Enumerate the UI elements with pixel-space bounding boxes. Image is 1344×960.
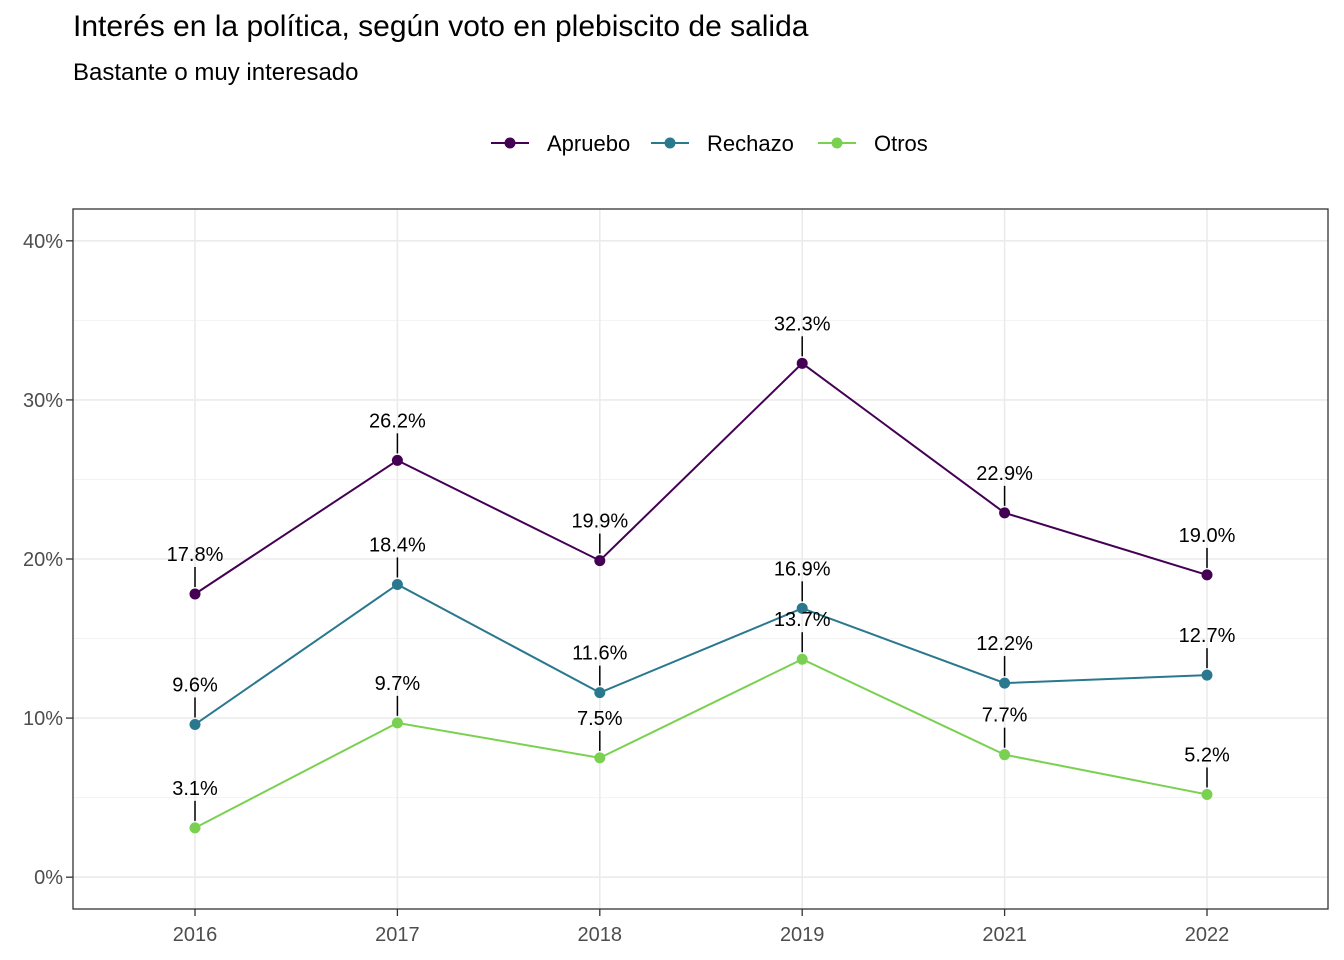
data-label-apruebo: 26.2% (369, 410, 426, 432)
x-tick-label: 2019 (780, 924, 825, 946)
data-label-rechazo: 16.9% (774, 558, 831, 580)
data-point-rechazo (999, 677, 1011, 689)
x-tick-label: 2017 (375, 924, 420, 946)
data-label-otros: 9.7% (375, 673, 421, 695)
y-tick-label: 40% (23, 231, 63, 253)
data-label-apruebo: 19.9% (571, 511, 628, 533)
data-point-apruebo (189, 588, 201, 600)
data-label-rechazo: 11.6% (572, 643, 627, 665)
series-line-otros (194, 658, 1208, 829)
data-point-apruebo (999, 507, 1011, 519)
data-label-otros: 7.7% (982, 705, 1028, 727)
x-tick-label: 2021 (982, 924, 1027, 946)
legend-label-otros: Otros (874, 131, 928, 156)
data-point-otros (796, 653, 808, 665)
series-points (189, 357, 1213, 834)
data-point-otros (594, 752, 606, 764)
data-labels: 17.8% 26.2% 19.9% 32.3% 22.9% 19.0% 9.6% 18.4% 1… (167, 313, 1236, 800)
legend-key-point-apruebo (504, 137, 516, 149)
data-label-rechazo: 9.6% (172, 674, 218, 696)
legend-label-rechazo: Rechazo (707, 131, 794, 156)
data-point-rechazo (189, 718, 201, 730)
data-label-otros: 5.2% (1184, 744, 1230, 766)
legend-key-point-otros (831, 137, 843, 149)
data-label-otros: 7.5% (577, 708, 623, 730)
grid-minor (73, 319, 1328, 799)
data-point-apruebo (796, 357, 808, 369)
data-point-rechazo (391, 578, 403, 590)
y-tick-label: 20% (23, 549, 63, 571)
series-lines (194, 362, 1208, 829)
series-line-apruebo (194, 362, 1208, 595)
data-label-rechazo: 18.4% (369, 534, 426, 556)
data-point-apruebo (1201, 569, 1213, 581)
chart-subtitle: Bastante o muy interesado (73, 59, 359, 86)
x-tick-label: 2018 (578, 924, 623, 946)
data-label-rechazo: 12.7% (1179, 625, 1236, 647)
data-point-apruebo (391, 454, 403, 466)
y-axis: 0% 10% 20% 30% 40% (23, 231, 73, 889)
x-tick-label: 2022 (1185, 924, 1230, 946)
legend-label-apruebo: Apruebo (547, 131, 630, 156)
x-tick-label: 2016 (173, 924, 218, 946)
series-line-rechazo (194, 583, 1208, 726)
y-tick-label: 10% (23, 708, 63, 730)
chart-title: Interés en la política, según voto en pl… (73, 10, 809, 43)
data-point-otros (999, 749, 1011, 761)
label-segments (194, 336, 1208, 821)
data-label-apruebo: 22.9% (976, 463, 1033, 485)
grid-major (73, 209, 1328, 909)
data-point-otros (391, 717, 403, 729)
legend: Apruebo Rechazo Otros (491, 131, 928, 156)
x-axis: 2016 2017 2018 2019 2021 2022 (173, 909, 1230, 946)
data-point-rechazo (594, 687, 606, 699)
legend-key-point-rechazo (664, 137, 676, 149)
data-label-rechazo: 12.2% (976, 633, 1033, 655)
data-label-apruebo: 19.0% (1179, 525, 1236, 547)
data-point-rechazo (796, 602, 808, 614)
data-point-rechazo (1201, 669, 1213, 681)
data-point-otros (189, 822, 201, 834)
y-tick-label: 0% (34, 867, 63, 889)
data-label-apruebo: 17.8% (167, 544, 224, 566)
data-label-apruebo: 32.3% (774, 313, 831, 335)
data-label-otros: 13.7% (774, 609, 831, 631)
data-point-apruebo (594, 555, 606, 567)
data-point-otros (1201, 788, 1213, 800)
data-label-otros: 3.1% (172, 778, 218, 800)
y-tick-label: 30% (23, 390, 63, 412)
